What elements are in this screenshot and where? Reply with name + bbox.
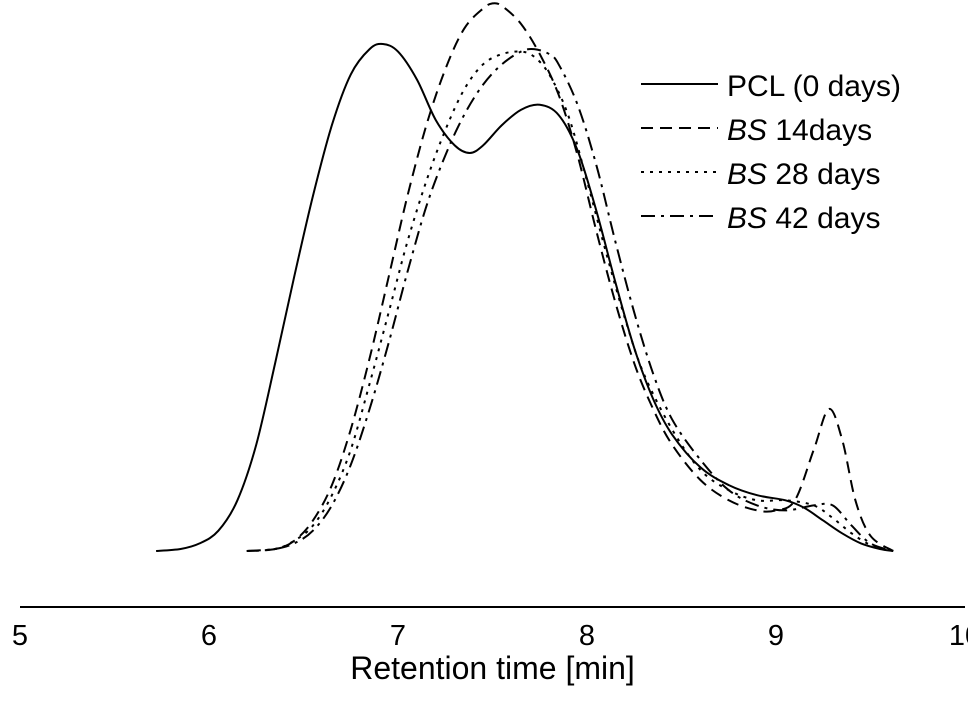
x-tick-label: 5 — [12, 620, 28, 652]
legend-entry: BS 14days — [727, 114, 872, 147]
legend-entry-label: 42 days — [767, 202, 880, 235]
legend-entry-italic: BS — [727, 202, 767, 235]
legend-entry-italic: BS — [727, 158, 767, 191]
series-line-4 — [246, 47, 894, 552]
legend-entry: PCL (0 days) — [727, 70, 901, 103]
x-tick-labels: 5 6 7 8 9 10 — [12, 620, 968, 652]
legend-entry: BS 42 days — [727, 202, 880, 235]
x-tick-label: 7 — [390, 620, 406, 652]
legend-entry-italic: BS — [727, 114, 767, 147]
series-line-1 — [156, 42, 894, 552]
legend-entry: BS 28 days — [727, 158, 880, 191]
x-axis-title: Retention time [min] — [350, 650, 635, 686]
series-line-2 — [246, 2, 894, 552]
x-tick-label: 8 — [579, 620, 595, 652]
legend-entry-label: 28 days — [767, 158, 880, 191]
series-line-3 — [246, 50, 894, 552]
x-axis: 5 6 7 8 9 10 Retention time [min] — [12, 606, 968, 686]
legend-entry-label: PCL (0 days) — [727, 70, 901, 103]
x-tick-label: 6 — [201, 620, 217, 652]
plot-area — [156, 2, 894, 552]
legend-entry-label: 14days — [767, 114, 872, 147]
x-tick-label: 10 — [949, 620, 968, 652]
x-tick-label: 9 — [768, 620, 784, 652]
